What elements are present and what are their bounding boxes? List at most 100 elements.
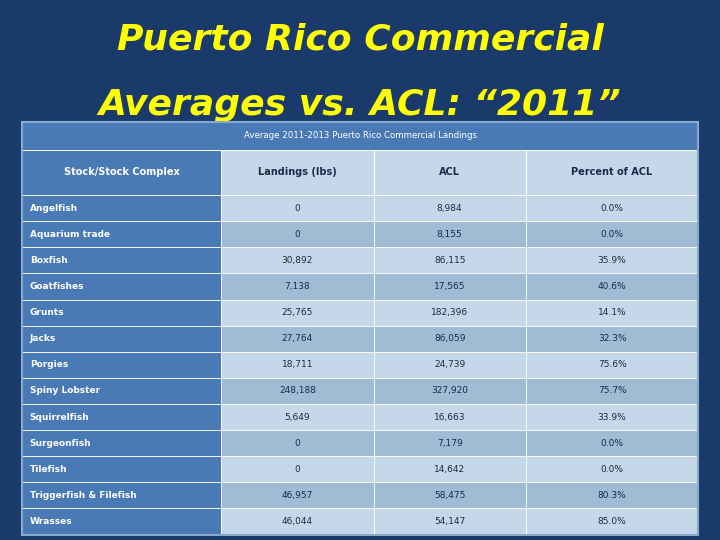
Text: 46,044: 46,044	[282, 517, 313, 526]
Bar	[526, 509, 698, 535]
Bar	[526, 221, 698, 247]
Bar	[526, 456, 698, 482]
Text: Squirrelfish: Squirrelfish	[30, 413, 89, 422]
Bar	[526, 273, 698, 300]
Bar	[374, 482, 526, 509]
Text: 85.0%: 85.0%	[598, 517, 626, 526]
Text: 8,984: 8,984	[437, 204, 462, 213]
Text: Tilefish: Tilefish	[30, 465, 68, 474]
Bar	[526, 195, 698, 221]
Bar	[221, 326, 374, 352]
Bar	[22, 122, 698, 150]
Text: 80.3%: 80.3%	[598, 491, 626, 500]
Text: 40.6%: 40.6%	[598, 282, 626, 291]
Text: 248,188: 248,188	[279, 387, 316, 395]
Bar	[374, 221, 526, 247]
Bar	[221, 247, 374, 273]
Bar	[221, 509, 374, 535]
Text: Boxfish: Boxfish	[30, 256, 68, 265]
Text: Landings (lbs): Landings (lbs)	[258, 167, 337, 177]
Bar	[374, 195, 526, 221]
Text: Puerto Rico Commercial: Puerto Rico Commercial	[117, 22, 603, 56]
Text: Average 2011-2013 Puerto Rico Commercial Landings: Average 2011-2013 Puerto Rico Commercial…	[243, 131, 477, 140]
Text: 0.0%: 0.0%	[600, 438, 624, 448]
Text: Porgies: Porgies	[30, 360, 68, 369]
Bar	[374, 273, 526, 300]
Text: Angelfish: Angelfish	[30, 204, 78, 213]
Bar	[526, 430, 698, 456]
Bar	[374, 326, 526, 352]
Text: 17,565: 17,565	[434, 282, 465, 291]
Text: Percent of ACL: Percent of ACL	[572, 167, 653, 177]
Bar	[22, 300, 221, 326]
Bar	[526, 378, 698, 404]
Text: Grunts: Grunts	[30, 308, 64, 317]
Bar	[526, 482, 698, 509]
Text: 58,475: 58,475	[434, 491, 465, 500]
Text: 35.9%: 35.9%	[598, 256, 626, 265]
Text: 0: 0	[294, 230, 300, 239]
Text: 75.7%: 75.7%	[598, 387, 626, 395]
Bar	[221, 456, 374, 482]
Text: 46,957: 46,957	[282, 491, 313, 500]
Text: 33.9%: 33.9%	[598, 413, 626, 422]
Text: 0.0%: 0.0%	[600, 465, 624, 474]
Bar	[221, 273, 374, 300]
Text: 86,115: 86,115	[434, 256, 465, 265]
Text: 16,663: 16,663	[434, 413, 465, 422]
Bar	[22, 404, 221, 430]
Text: 14,642: 14,642	[434, 465, 465, 474]
Text: 14.1%: 14.1%	[598, 308, 626, 317]
Text: 30,892: 30,892	[282, 256, 313, 265]
Text: Surgeonfish: Surgeonfish	[30, 438, 91, 448]
Bar	[526, 326, 698, 352]
Bar	[22, 352, 221, 378]
Text: Spiny Lobster: Spiny Lobster	[30, 387, 100, 395]
Bar	[374, 247, 526, 273]
Bar	[22, 509, 221, 535]
Text: 0.0%: 0.0%	[600, 230, 624, 239]
Bar	[22, 456, 221, 482]
Bar	[526, 404, 698, 430]
Bar	[22, 430, 221, 456]
Bar	[221, 195, 374, 221]
Text: Jacks: Jacks	[30, 334, 56, 343]
Text: 5,649: 5,649	[284, 413, 310, 422]
Text: 32.3%: 32.3%	[598, 334, 626, 343]
Text: 0.0%: 0.0%	[600, 204, 624, 213]
Text: 27,764: 27,764	[282, 334, 313, 343]
Text: Goatfishes: Goatfishes	[30, 282, 84, 291]
Bar	[22, 482, 221, 509]
Bar	[22, 221, 221, 247]
Bar	[374, 300, 526, 326]
Bar	[22, 195, 221, 221]
Text: 0: 0	[294, 204, 300, 213]
Bar	[221, 404, 374, 430]
Text: 7,179: 7,179	[437, 438, 462, 448]
Bar	[221, 352, 374, 378]
Bar	[374, 509, 526, 535]
Bar	[526, 247, 698, 273]
Text: 86,059: 86,059	[434, 334, 465, 343]
Text: Aquarium trade: Aquarium trade	[30, 230, 110, 239]
Text: 8,155: 8,155	[437, 230, 462, 239]
Text: Stock/Stock Complex: Stock/Stock Complex	[63, 167, 179, 177]
Bar	[374, 150, 526, 195]
Bar	[221, 430, 374, 456]
Text: 54,147: 54,147	[434, 517, 465, 526]
Text: ACL: ACL	[439, 167, 460, 177]
Bar	[22, 378, 221, 404]
Text: Wrasses: Wrasses	[30, 517, 72, 526]
Bar	[22, 326, 221, 352]
Bar	[374, 456, 526, 482]
Text: 327,920: 327,920	[431, 387, 468, 395]
Text: 0: 0	[294, 438, 300, 448]
Bar	[221, 221, 374, 247]
Text: 182,396: 182,396	[431, 308, 468, 317]
Text: 75.6%: 75.6%	[598, 360, 626, 369]
Bar	[221, 300, 374, 326]
Bar	[221, 378, 374, 404]
Bar	[221, 150, 374, 195]
Text: Averages vs. ACL: “2011”: Averages vs. ACL: “2011”	[99, 89, 621, 122]
Text: 24,739: 24,739	[434, 360, 465, 369]
